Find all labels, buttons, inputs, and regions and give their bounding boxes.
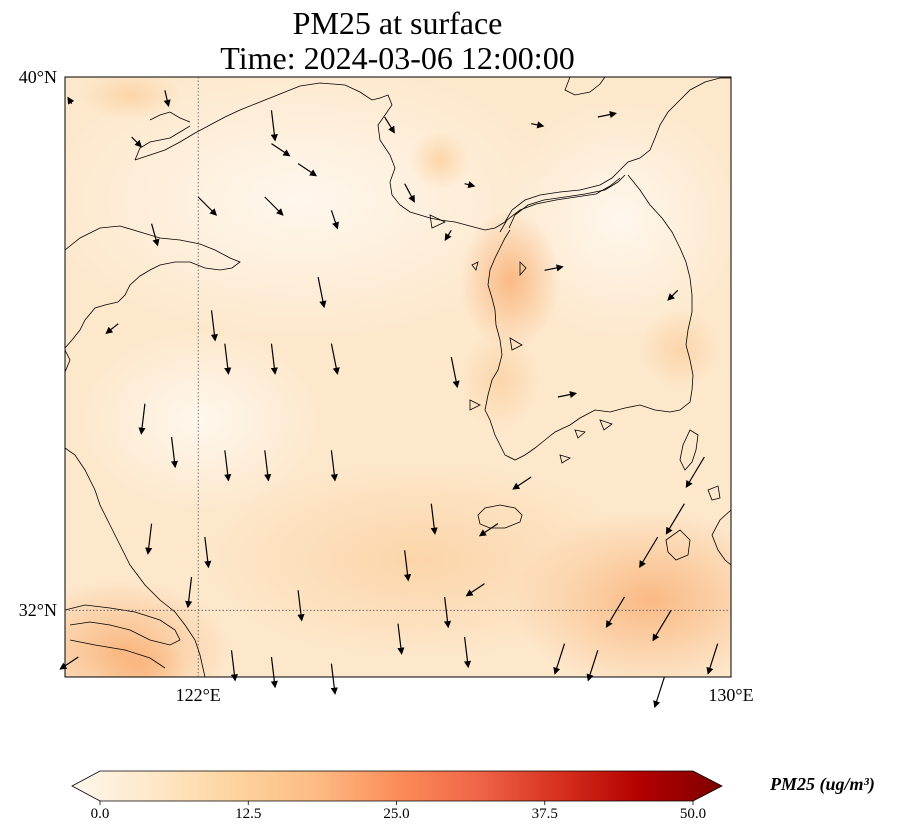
colorbar-tick-marks: [99, 801, 694, 805]
wind-arrow: [464, 181, 476, 189]
wind-arrow: [384, 116, 395, 134]
wind-arrow: [224, 343, 232, 375]
pm25-field: [65, 77, 731, 677]
wind-arrow: [170, 436, 179, 469]
map-subtitle: Time: 2024-03-06 12:00:00: [220, 40, 575, 76]
wind-arrow: [430, 503, 438, 535]
wind-arrow: [270, 343, 278, 375]
wind-arrow: [330, 450, 338, 482]
coastlines: [65, 77, 731, 677]
wind-arrow: [230, 650, 238, 682]
wind-arrow: [404, 183, 415, 203]
wind-arrow: [444, 230, 452, 241]
wind-arrow: [652, 610, 672, 642]
wind-arrow: [151, 223, 160, 247]
map-title: PM25 at surface: [292, 5, 503, 41]
wind-arrow: [185, 576, 193, 609]
wind-arrow: [270, 656, 278, 689]
wind-arrow: [443, 596, 452, 629]
lon-tick-label: 122°E: [175, 685, 221, 705]
wind-arrow: [59, 656, 79, 670]
wind-arrow: [330, 343, 340, 375]
wind-arrow: [197, 196, 218, 216]
wind-arrow: [210, 310, 218, 342]
wind-arrow: [264, 196, 284, 216]
gridlines: [65, 77, 731, 677]
wind-arrow: [145, 523, 153, 555]
wind-arrow: [67, 96, 75, 105]
wind-vectors: [59, 90, 719, 709]
wind-arrow: [685, 456, 705, 489]
lon-tick-label: 130°E: [708, 685, 754, 705]
wind-arrow: [271, 143, 291, 157]
wind-arrow: [297, 590, 305, 622]
wind-arrow: [297, 163, 318, 177]
wind-arrow: [667, 289, 679, 301]
wind-arrow: [330, 663, 338, 695]
wind-arrow: [665, 503, 685, 535]
wind-arrow: [653, 676, 665, 709]
wind-arrow: [605, 596, 625, 629]
wind-arrow: [597, 111, 617, 119]
wind-arrow: [463, 636, 472, 669]
wind-arrow: [224, 450, 232, 482]
colorbar: [71, 770, 723, 802]
colorbar-tick-label: 25.0: [383, 806, 410, 822]
wind-arrow: [330, 210, 339, 230]
wind-arrow: [105, 323, 119, 335]
wind-arrow: [264, 450, 272, 482]
wind-arrow: [317, 276, 327, 309]
wind-arrow: [204, 536, 212, 569]
wind-arrow: [553, 643, 566, 675]
wind-arrow: [557, 391, 578, 399]
wind-arrow: [397, 623, 405, 655]
wind-arrow: [403, 550, 412, 582]
wind-arrow: [138, 403, 146, 435]
wind-arrow: [639, 536, 659, 569]
colorbar-tick-label: 37.5: [531, 806, 558, 822]
wind-arrow: [465, 583, 485, 597]
wind-arrow: [450, 356, 460, 389]
wind-arrow: [586, 650, 599, 682]
wind-arrow: [478, 523, 499, 537]
wind-arrow: [544, 264, 564, 272]
colorbar-tick-label: 0.0: [90, 806, 110, 822]
wind-arrow: [163, 90, 171, 108]
wind-arrow: [512, 476, 532, 490]
lat-tick-label: 32°N: [18, 600, 57, 621]
wind-arrow: [531, 121, 545, 129]
wind-arrow: [131, 136, 143, 148]
colorbar-tick-label: 50.0: [679, 806, 707, 822]
wind-arrow: [706, 643, 719, 675]
lat-tick-label: 40°N: [18, 67, 57, 87]
wind-arrow: [270, 110, 278, 142]
colorbar-label: PM25 (ug/m³): [770, 774, 875, 794]
colorbar-tick-label: 12.5: [235, 806, 262, 822]
